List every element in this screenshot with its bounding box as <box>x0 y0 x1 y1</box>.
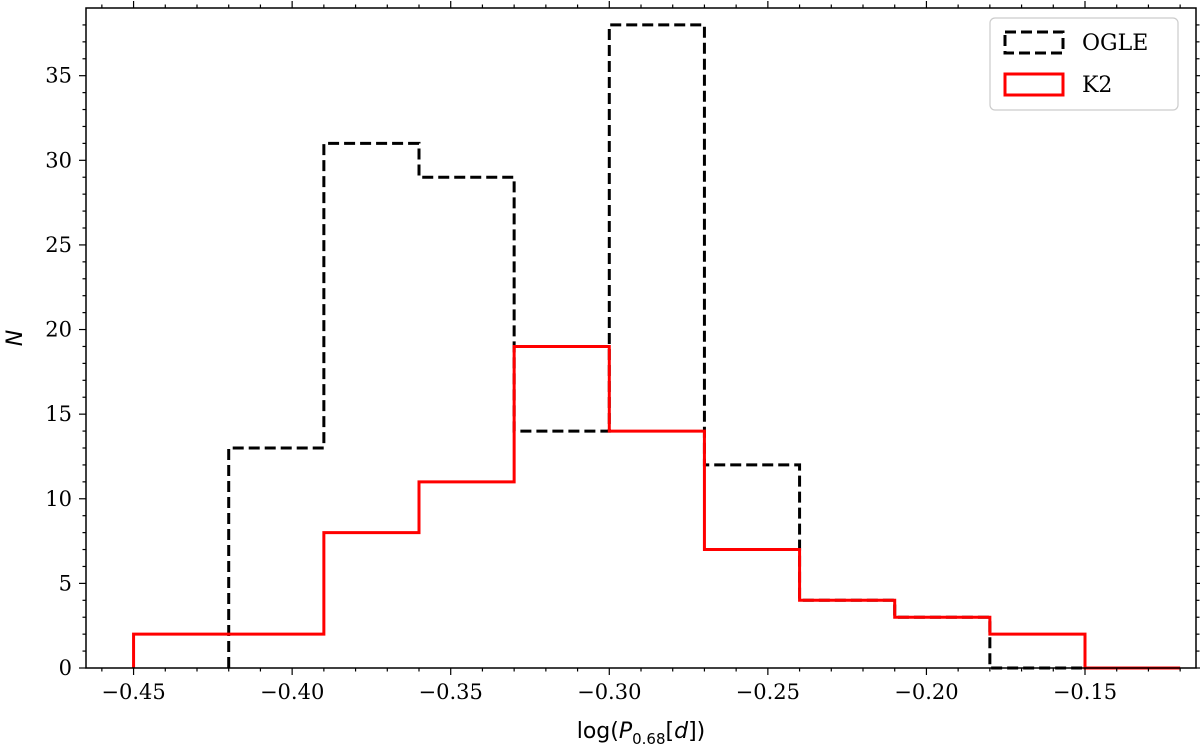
x-axis-title-var: P <box>619 719 633 744</box>
series-k2-bin <box>514 346 609 668</box>
x-axis-title-prefix: log( <box>577 719 619 744</box>
y-tick-label: 5 <box>59 571 72 595</box>
x-axis-title: log(P0.68[d]) <box>577 719 706 746</box>
y-axis-title: N <box>3 330 28 346</box>
x-tick-label: −0.15 <box>1053 680 1117 704</box>
legend-label-ogle: OGLE <box>1082 31 1148 56</box>
legend-swatch-ogle <box>1003 30 1065 55</box>
series-ogle-bin <box>514 431 609 668</box>
y-tick-label: 20 <box>45 318 72 342</box>
x-axis-title-sub: 0.68 <box>632 730 665 746</box>
x-axis-title-bracket: [ <box>666 719 675 744</box>
series-k2-bin <box>800 600 895 668</box>
x-tick-label: −0.40 <box>260 680 324 704</box>
series-ogle-bin <box>895 617 990 668</box>
x-axis-title-suffix: ]) <box>688 719 705 744</box>
y-tick-label: 35 <box>45 64 72 88</box>
series-k2-bin <box>324 533 419 668</box>
x-tick-label: −0.45 <box>101 680 165 704</box>
x-axis-title-unit: d <box>674 719 689 744</box>
series-ogle-bin <box>419 177 514 668</box>
y-tick-label: 25 <box>45 233 72 257</box>
series-k2-bin <box>895 617 990 668</box>
y-tick-label: 15 <box>45 402 72 426</box>
y-tick-label: 30 <box>45 148 72 172</box>
legend-swatch-k2 <box>1003 72 1065 97</box>
x-tick-label: −0.20 <box>894 680 958 704</box>
series-k2-outline <box>132 344 1181 670</box>
y-tick-label: 0 <box>59 656 72 680</box>
series-k2-bin <box>704 550 799 668</box>
series-ogle-bin <box>324 143 419 668</box>
series-ogle-outline <box>227 23 1085 670</box>
x-tick-label: −0.25 <box>736 680 800 704</box>
series-k2-bin <box>419 482 514 668</box>
legend-label-k2: K2 <box>1082 73 1112 98</box>
label-layer: −0.45 −0.40 −0.35 −0.30 −0.25 −0.20 −0.15 0 5 10 1… <box>45 64 1117 704</box>
series-ogle-bin <box>800 600 895 668</box>
series-ogle-bin <box>704 465 799 668</box>
x-tick-label: −0.30 <box>577 680 641 704</box>
x-tick-label: −0.35 <box>419 680 483 704</box>
series-k2-bin <box>990 634 1085 668</box>
y-tick-label: 10 <box>45 487 72 511</box>
series-k2-bin <box>609 431 704 668</box>
series-k2-bin <box>229 634 324 668</box>
legend-box <box>989 17 1179 111</box>
series-layer <box>132 23 1181 670</box>
series-k2-bin <box>134 634 229 668</box>
series-ogle-bin <box>609 25 704 668</box>
legend: OGLE K2 <box>989 17 1179 111</box>
